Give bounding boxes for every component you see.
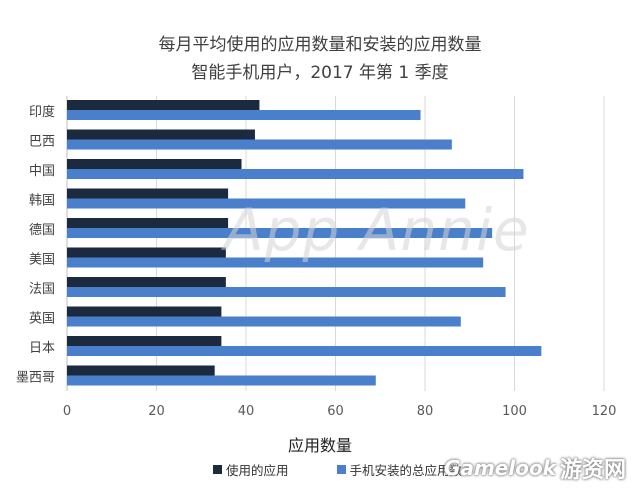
bar-used bbox=[67, 336, 222, 346]
legend-item-used: 使用的应用 bbox=[213, 460, 289, 479]
bar-installed bbox=[67, 257, 484, 268]
bar-used bbox=[67, 100, 260, 110]
bar-used bbox=[67, 218, 229, 228]
bar-used bbox=[67, 365, 215, 376]
legend-item-installed: 手机安装的总应用数 bbox=[336, 460, 463, 479]
category-label: 美国 bbox=[29, 252, 55, 267]
legend: 使用的应用 手机安装的总应用数 bbox=[213, 460, 462, 479]
bar-installed bbox=[67, 287, 506, 297]
category-label: 中国 bbox=[29, 164, 55, 179]
category-label: 英国 bbox=[29, 311, 55, 326]
legend-swatch-installed bbox=[336, 465, 346, 474]
chart-title: 每月平均使用的应用数量和安装的应用数量 bbox=[158, 35, 482, 55]
bar-installed bbox=[67, 139, 452, 150]
legend-label-installed: 手机安装的总应用数 bbox=[349, 463, 463, 478]
category-label: 日本 bbox=[29, 341, 55, 356]
bar-installed bbox=[67, 316, 461, 327]
x-tick-label: 100 bbox=[502, 404, 527, 419]
x-axis-label: 应用数量 bbox=[287, 436, 352, 455]
bar-installed bbox=[67, 375, 376, 386]
x-tick-label: 40 bbox=[238, 404, 255, 419]
bar-used bbox=[67, 277, 226, 287]
bar-used bbox=[67, 188, 229, 199]
bar-used bbox=[67, 306, 222, 317]
bar-used bbox=[67, 159, 242, 169]
bar-installed bbox=[67, 228, 493, 238]
bar-installed bbox=[67, 198, 466, 209]
gamelook-logo-cn: 游资网 bbox=[559, 458, 626, 483]
x-tick-label: 80 bbox=[417, 404, 434, 419]
gamelook-logo-latin: Gamelook bbox=[444, 456, 556, 480]
x-tick-label: 120 bbox=[592, 404, 617, 419]
gamelook-logo: Gamelook 游资网 bbox=[444, 452, 626, 484]
legend-swatch-used bbox=[213, 465, 222, 474]
bar-installed bbox=[67, 110, 421, 120]
bar-used bbox=[67, 129, 255, 140]
category-label: 墨西哥 bbox=[16, 370, 55, 385]
category-label: 法国 bbox=[29, 282, 55, 297]
category-label: 巴西 bbox=[29, 134, 55, 149]
x-tick-label: 60 bbox=[327, 404, 344, 419]
bar-used bbox=[67, 247, 226, 258]
bar-installed bbox=[67, 346, 542, 356]
x-tick-label: 0 bbox=[63, 404, 71, 419]
bar-installed bbox=[67, 169, 524, 179]
legend-label-used: 使用的应用 bbox=[226, 463, 289, 478]
chart-subtitle: 智能手机用户，2017 年第 1 季度 bbox=[191, 63, 449, 83]
x-tick-label: 20 bbox=[148, 404, 165, 419]
category-label: 德国 bbox=[29, 223, 55, 238]
app-annie-watermark: App Annie bbox=[224, 196, 530, 264]
category-label: 印度 bbox=[29, 104, 55, 120]
category-label: 韩国 bbox=[29, 193, 55, 208]
